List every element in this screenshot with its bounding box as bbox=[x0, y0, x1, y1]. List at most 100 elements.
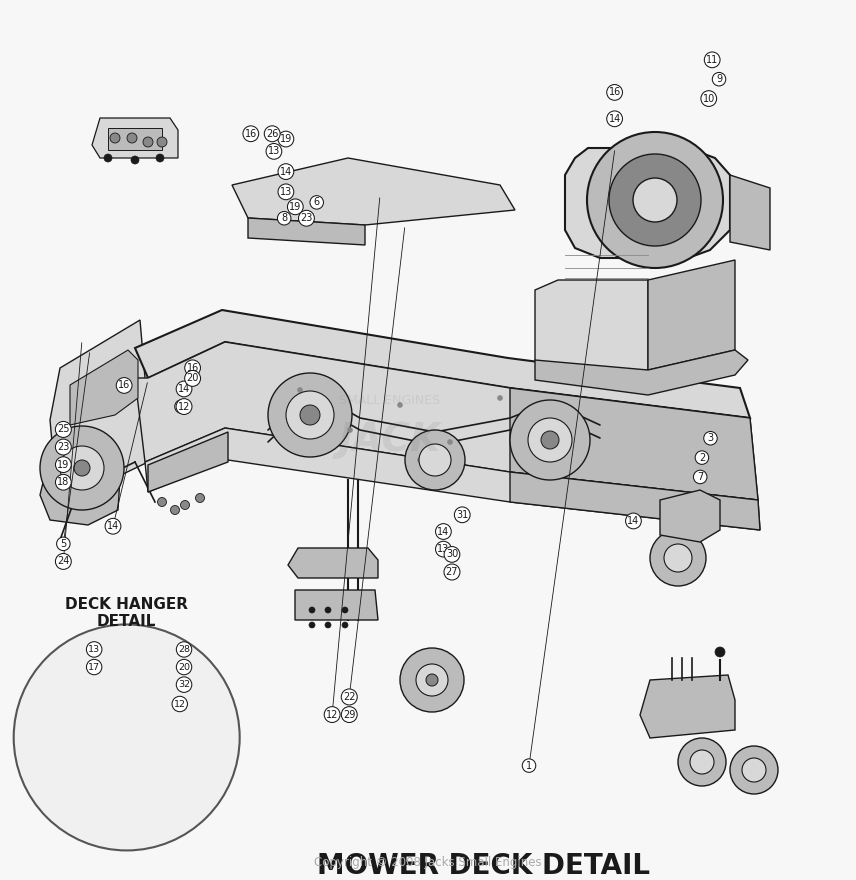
Text: 9: 9 bbox=[716, 74, 722, 84]
Circle shape bbox=[195, 494, 205, 502]
Text: 3: 3 bbox=[707, 433, 714, 444]
Text: 14: 14 bbox=[280, 166, 292, 177]
Polygon shape bbox=[535, 280, 648, 370]
Circle shape bbox=[416, 664, 448, 696]
Text: 11: 11 bbox=[706, 55, 718, 65]
Text: 13: 13 bbox=[280, 187, 292, 197]
Text: 12: 12 bbox=[174, 700, 186, 708]
Text: MOWER DECK DETAIL: MOWER DECK DETAIL bbox=[317, 852, 651, 880]
Text: 13: 13 bbox=[268, 146, 280, 157]
Circle shape bbox=[497, 395, 502, 400]
Circle shape bbox=[170, 505, 180, 515]
Text: 16: 16 bbox=[245, 128, 257, 139]
Circle shape bbox=[510, 400, 590, 480]
Circle shape bbox=[104, 154, 112, 162]
Polygon shape bbox=[50, 320, 148, 490]
Text: 31: 31 bbox=[456, 510, 468, 520]
Circle shape bbox=[587, 132, 723, 268]
Text: 14: 14 bbox=[437, 526, 449, 537]
Polygon shape bbox=[660, 490, 720, 542]
Text: 27: 27 bbox=[446, 567, 458, 577]
Text: 19: 19 bbox=[289, 202, 301, 212]
Circle shape bbox=[325, 622, 331, 628]
Circle shape bbox=[730, 746, 778, 794]
Text: 14: 14 bbox=[627, 516, 639, 526]
Circle shape bbox=[127, 133, 137, 143]
Text: 1: 1 bbox=[526, 760, 532, 771]
Circle shape bbox=[128, 661, 142, 675]
Text: JACK: JACK bbox=[338, 421, 441, 459]
Text: 13: 13 bbox=[88, 645, 100, 654]
Text: Copyright © 2008 Jacks Small Engines: Copyright © 2008 Jacks Small Engines bbox=[314, 856, 542, 869]
Text: DECK HANGER
DETAIL: DECK HANGER DETAIL bbox=[65, 597, 188, 629]
Text: 30: 30 bbox=[446, 549, 458, 560]
Circle shape bbox=[348, 428, 353, 432]
Circle shape bbox=[143, 137, 153, 147]
Polygon shape bbox=[135, 310, 750, 418]
Circle shape bbox=[609, 154, 701, 246]
Polygon shape bbox=[135, 342, 758, 500]
Circle shape bbox=[400, 648, 464, 712]
Text: 16: 16 bbox=[609, 87, 621, 98]
Circle shape bbox=[397, 402, 402, 407]
Polygon shape bbox=[510, 472, 760, 530]
Circle shape bbox=[110, 133, 120, 143]
Circle shape bbox=[541, 431, 559, 449]
Circle shape bbox=[528, 418, 572, 462]
Text: 29: 29 bbox=[343, 709, 355, 720]
Circle shape bbox=[342, 607, 348, 613]
Text: 13: 13 bbox=[437, 544, 449, 554]
Text: 19: 19 bbox=[280, 134, 292, 144]
Circle shape bbox=[117, 650, 153, 686]
Text: 12: 12 bbox=[326, 709, 338, 720]
Polygon shape bbox=[565, 148, 730, 258]
Text: 20: 20 bbox=[178, 663, 190, 671]
Circle shape bbox=[74, 460, 90, 476]
Circle shape bbox=[286, 391, 334, 439]
Text: 12: 12 bbox=[178, 401, 190, 412]
Text: 7: 7 bbox=[697, 472, 704, 482]
Text: 16: 16 bbox=[118, 380, 130, 391]
Circle shape bbox=[418, 458, 423, 463]
Text: 24: 24 bbox=[57, 556, 69, 567]
Circle shape bbox=[664, 544, 692, 572]
Circle shape bbox=[40, 426, 124, 510]
Circle shape bbox=[325, 607, 331, 613]
Circle shape bbox=[99, 632, 171, 704]
Text: 22: 22 bbox=[343, 692, 355, 702]
Circle shape bbox=[715, 647, 725, 657]
Text: 4: 4 bbox=[178, 401, 185, 412]
Text: 14: 14 bbox=[107, 521, 119, 532]
Polygon shape bbox=[288, 548, 378, 578]
Polygon shape bbox=[145, 428, 760, 530]
Polygon shape bbox=[232, 158, 515, 225]
Polygon shape bbox=[730, 175, 770, 250]
Polygon shape bbox=[148, 432, 228, 492]
Polygon shape bbox=[535, 350, 748, 395]
Text: 6: 6 bbox=[313, 197, 320, 208]
Polygon shape bbox=[295, 590, 378, 620]
Text: 2: 2 bbox=[698, 452, 705, 463]
Circle shape bbox=[298, 387, 302, 392]
Circle shape bbox=[181, 501, 189, 510]
Text: 18: 18 bbox=[57, 477, 69, 488]
Circle shape bbox=[309, 622, 315, 628]
Polygon shape bbox=[640, 675, 735, 738]
Circle shape bbox=[309, 607, 315, 613]
Circle shape bbox=[131, 156, 139, 164]
Circle shape bbox=[268, 373, 352, 457]
Polygon shape bbox=[108, 128, 162, 150]
Circle shape bbox=[650, 530, 706, 586]
Text: 20: 20 bbox=[187, 373, 199, 384]
Text: 16: 16 bbox=[187, 363, 199, 373]
Circle shape bbox=[60, 446, 104, 490]
Text: SMALL ENGINES: SMALL ENGINES bbox=[339, 394, 440, 407]
Text: 19: 19 bbox=[57, 459, 69, 470]
Circle shape bbox=[158, 497, 167, 507]
Polygon shape bbox=[648, 260, 735, 370]
Circle shape bbox=[419, 444, 451, 476]
Circle shape bbox=[157, 137, 167, 147]
Polygon shape bbox=[40, 445, 120, 525]
Circle shape bbox=[14, 625, 240, 850]
Circle shape bbox=[633, 178, 677, 222]
